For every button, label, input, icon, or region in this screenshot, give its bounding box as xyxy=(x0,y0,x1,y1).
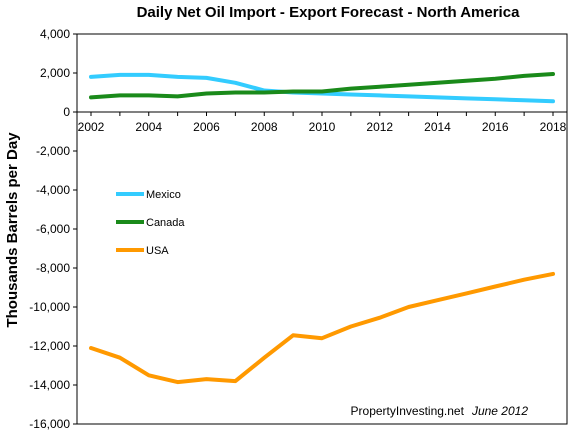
y-tick-label: -6,000 xyxy=(36,222,70,236)
chart-title: Daily Net Oil Import - Export Forecast -… xyxy=(137,4,521,21)
y-axis-label: Thousands Barrels per Day xyxy=(4,132,21,328)
y-tick-label: -14,000 xyxy=(29,378,70,392)
series-line-canada xyxy=(89,72,555,100)
x-tick-label: 2002 xyxy=(78,120,105,134)
x-tick-label: 2016 xyxy=(482,120,509,134)
source-annotation: PropertyInvesting.net June 2012 xyxy=(351,404,529,418)
y-tick-label: -4,000 xyxy=(36,183,70,197)
x-tick-label: 2018 xyxy=(540,120,567,134)
y-tick-label: 0 xyxy=(63,105,70,119)
x-tick-label: 2012 xyxy=(366,120,393,134)
x-tick-label: 2006 xyxy=(193,120,220,134)
y-tick-label: 2,000 xyxy=(40,66,70,80)
x-tick-label: 2008 xyxy=(251,120,278,134)
series-line-usa xyxy=(89,271,555,385)
source-text: PropertyInvesting.net xyxy=(351,404,465,418)
y-tick-label: -8,000 xyxy=(36,261,70,275)
y-tick-label: -10,000 xyxy=(29,300,70,314)
y-tick-label: -2,000 xyxy=(36,144,70,158)
x-tick-label: 2010 xyxy=(309,120,336,134)
x-tick-label: 2004 xyxy=(135,120,162,134)
y-tick-label: -12,000 xyxy=(29,339,70,353)
legend: Mexico Canada USA xyxy=(116,189,185,257)
legend-label-mexico: Mexico xyxy=(146,189,181,201)
plot-area: 4,000 2,000 0 -2,000 -4,000 -6,000 -8,000 -10,0… xyxy=(29,27,568,431)
source-date: June 2012 xyxy=(471,404,528,418)
y-tick-label: -16,000 xyxy=(29,417,70,431)
legend-label-canada: Canada xyxy=(146,217,185,229)
x-tick-label: 2014 xyxy=(424,120,451,134)
y-tick-label: 4,000 xyxy=(40,27,70,41)
legend-label-usa: USA xyxy=(146,245,169,257)
